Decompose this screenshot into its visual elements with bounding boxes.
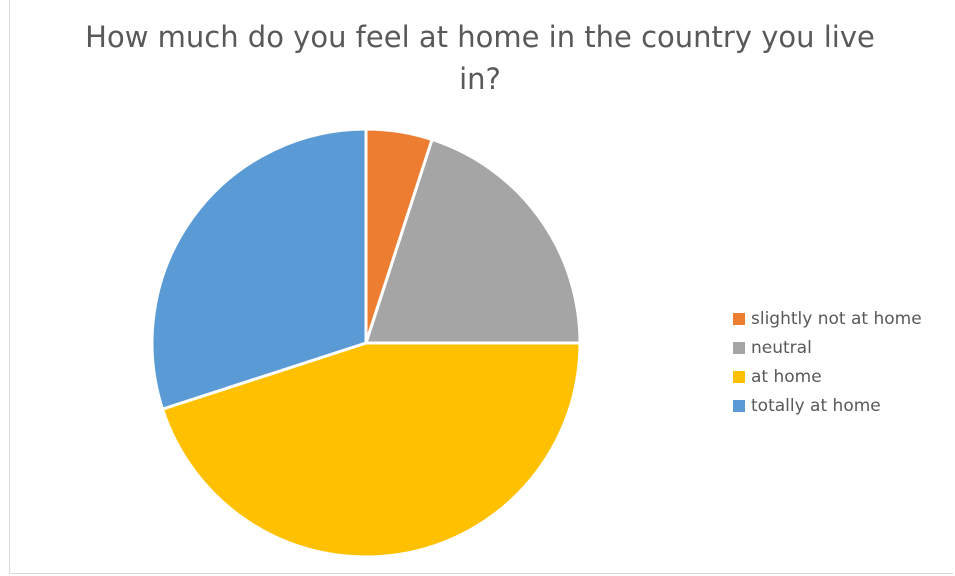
chart-title: How much do you feel at home in the coun… <box>85 20 875 96</box>
pie-slice-totally-at-home <box>150 127 368 411</box>
legend-swatch-neutral <box>733 341 745 354</box>
legend-item-totally-at-home: totally at home <box>733 391 922 420</box>
legend-label-at-home: at home <box>751 366 822 387</box>
legend-item-at-home: at home <box>733 362 922 391</box>
legend-swatch-at-home <box>733 370 745 383</box>
legend-item-slightly-not-at-home: slightly not at home <box>733 304 922 333</box>
legend-label-slightly-not-at-home: slightly not at home <box>751 308 922 329</box>
pie-slice-at-home <box>160 341 582 559</box>
legend-swatch-totally-at-home <box>733 399 745 412</box>
legend-label-neutral: neutral <box>751 337 812 358</box>
chart-legend: slightly not at home neutral at home tot… <box>733 304 922 420</box>
pie-slices <box>150 127 582 559</box>
pie-chart <box>150 127 582 559</box>
legend-item-neutral: neutral <box>733 333 922 362</box>
chart-area: How much do you feel at home in the coun… <box>9 0 953 574</box>
legend-label-totally-at-home: totally at home <box>751 395 881 416</box>
pie-slice-neutral <box>364 137 582 345</box>
legend-swatch-slightly-not-at-home <box>733 312 745 325</box>
